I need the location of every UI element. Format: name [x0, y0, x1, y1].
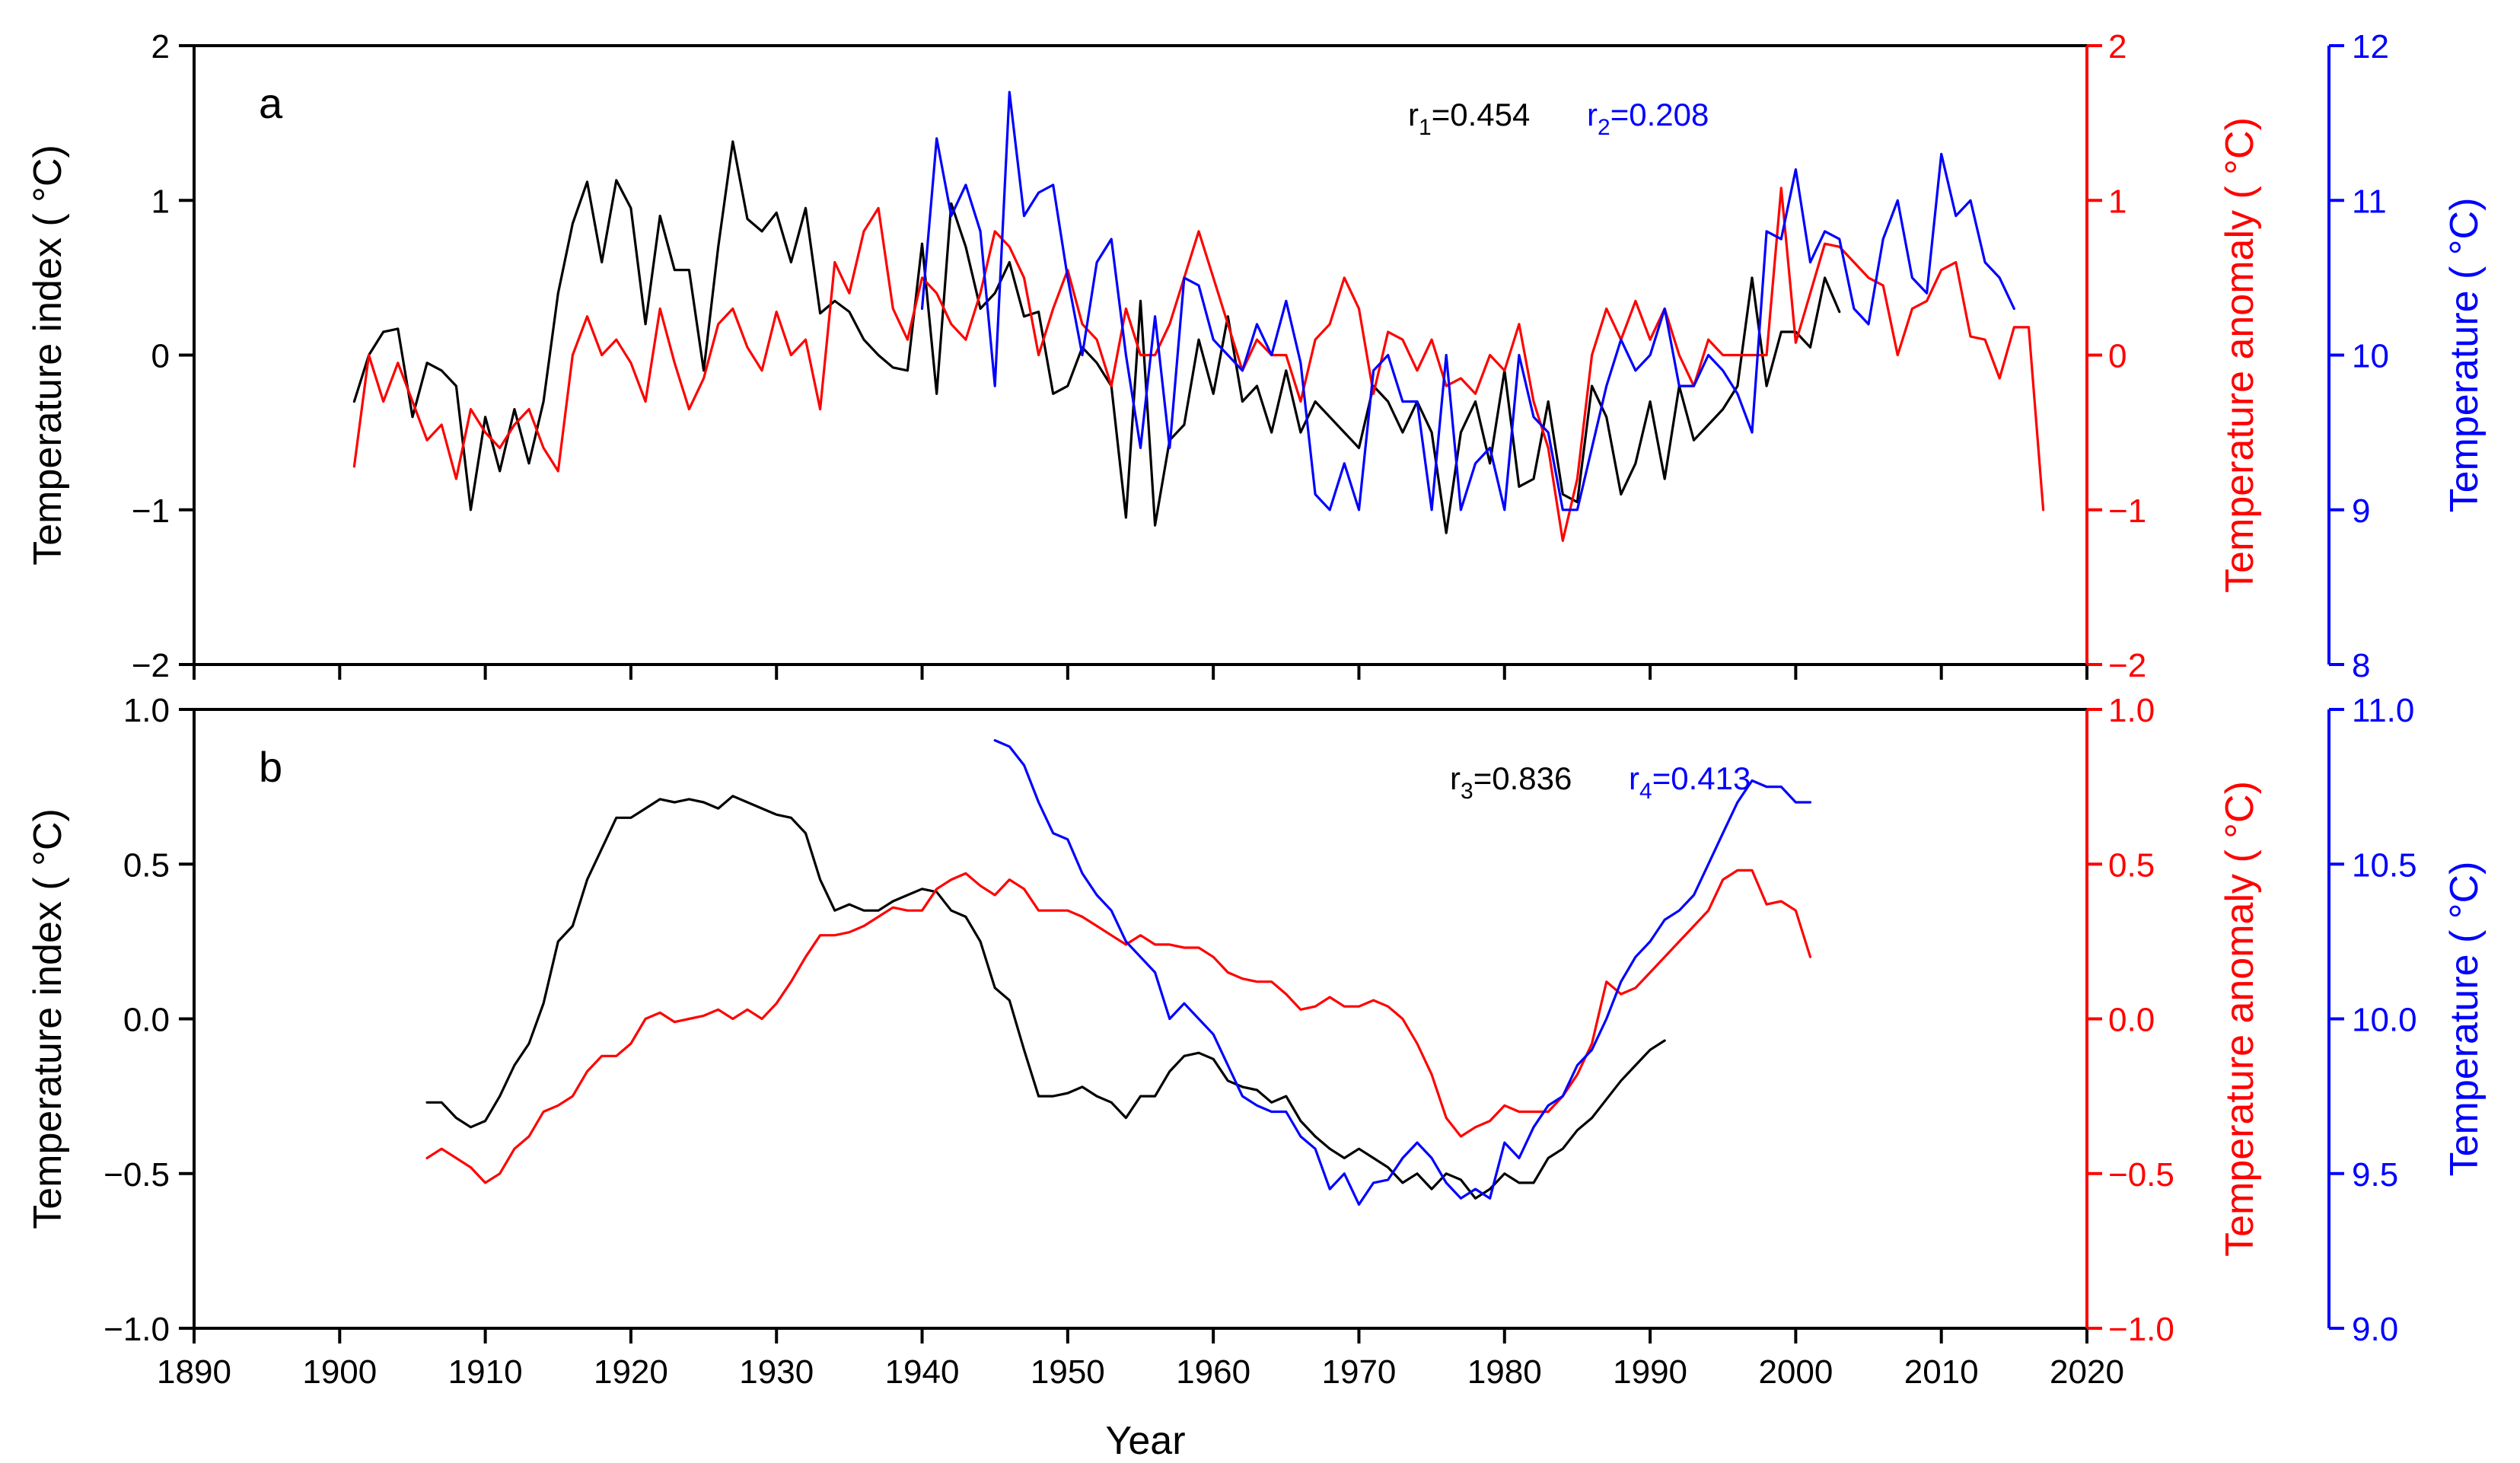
x-tick-label: 2020: [2050, 1353, 2124, 1391]
left-tick-label: 0.5: [123, 846, 170, 884]
x-tick-label: 1940: [885, 1353, 960, 1391]
left-tick-label: 1.0: [123, 692, 170, 729]
x-axis-title: Year: [1105, 1419, 1185, 1463]
correlation-value: =0.413: [1652, 760, 1751, 796]
right-1-tick-label: 0.5: [2108, 846, 2155, 884]
right-1-tick-label: −2: [2108, 647, 2146, 684]
correlation-subscript: 4: [1639, 779, 1652, 804]
correlation-value: =0.836: [1473, 760, 1572, 796]
series-line-temperature: [920, 91, 2015, 512]
series-line-temperature-anomaly-smoothed: [425, 869, 1812, 1184]
x-tick-label: 1990: [1613, 1353, 1687, 1391]
panel-label: a: [259, 79, 283, 127]
x-tick-label: 1960: [1176, 1353, 1250, 1391]
right-2-tick-label: 9.5: [2352, 1156, 2398, 1194]
correlation-label: r2=0.208: [1587, 97, 1709, 140]
left-tick-label: 0: [151, 338, 170, 375]
right-axis-2-title: Temperature ( °C): [2442, 198, 2487, 513]
right-1-tick-label: −0.5: [2108, 1156, 2174, 1194]
correlation-subscript: 1: [1419, 115, 1432, 140]
x-tick-label: 1900: [302, 1353, 377, 1391]
x-tick-label: 1930: [739, 1353, 814, 1391]
right-1-tick-label: 1.0: [2108, 692, 2155, 729]
x-tick-label: 1910: [448, 1353, 523, 1391]
left-tick-label: −1: [132, 492, 170, 530]
right-1-tick-label: −1.0: [2108, 1311, 2174, 1348]
series-line-temperature-index-smoothed: [425, 795, 1666, 1200]
correlation-label: r4=0.413: [1629, 760, 1751, 804]
left-tick-label: 0.0: [123, 1002, 170, 1039]
right-1-tick-label: −1: [2108, 492, 2146, 530]
right-2-tick-label: 12: [2352, 28, 2389, 65]
right-2-tick-label: 8: [2352, 647, 2370, 684]
series-line-temperature-index: [352, 140, 1841, 534]
panel-b: 1890 1900 1910 1920 1930 1940 1950 1960 1970 1980…: [26, 692, 2487, 1391]
left-axis-title: Temperature index ( °C): [26, 145, 70, 566]
correlation-value: =0.208: [1610, 97, 1709, 132]
left-axis-title: Temperature index ( °C): [26, 808, 70, 1229]
left-tick-label: −0.5: [104, 1156, 170, 1194]
x-tick-label: 2010: [1904, 1353, 1979, 1391]
panel-label: b: [259, 743, 282, 791]
correlation-value: =0.454: [1432, 97, 1531, 132]
correlation-subscript: 3: [1461, 779, 1473, 804]
correlation-label: r1=0.454: [1408, 97, 1530, 140]
right-2-tick-label: 9.0: [2352, 1311, 2398, 1348]
correlation-label: r3=0.836: [1450, 760, 1572, 804]
right-axis-1-title: Temperature anomaly ( °C): [2218, 117, 2262, 593]
right-2-tick-label: 10: [2352, 338, 2389, 375]
right-2-tick-label: 9: [2352, 492, 2370, 530]
left-tick-label: 2: [151, 28, 170, 65]
right-1-tick-label: 0.0: [2108, 1002, 2155, 1039]
right-1-tick-label: 2: [2108, 28, 2127, 65]
right-2-tick-label: 10.5: [2352, 846, 2417, 884]
right-axis-2-title: Temperature ( °C): [2442, 862, 2487, 1177]
correlation-symbol: r: [1450, 760, 1461, 796]
left-tick-label: −2: [132, 647, 170, 684]
x-tick-label: 1890: [157, 1353, 231, 1391]
correlation-symbol: r: [1587, 97, 1598, 132]
series-line-temperature-anomaly: [352, 186, 2045, 543]
right-axis-1-title: Temperature anomaly ( °C): [2218, 781, 2262, 1257]
right-2-tick-label: 11: [2352, 183, 2387, 220]
x-tick-label: 1970: [1322, 1353, 1397, 1391]
x-tick-label: 1920: [594, 1353, 668, 1391]
correlation-symbol: r: [1408, 97, 1419, 132]
x-tick-label: 2000: [1758, 1353, 1833, 1391]
series-line-temperature-smoothed: [993, 738, 1812, 1206]
correlation-subscript: 2: [1598, 115, 1610, 140]
right-1-tick-label: 0: [2108, 338, 2127, 375]
x-tick-label: 1980: [1467, 1353, 1542, 1391]
left-tick-label: 1: [151, 183, 170, 220]
right-2-tick-label: 10.0: [2352, 1002, 2417, 1039]
right-1-tick-label: 1: [2108, 183, 2127, 220]
right-2-tick-label: 11.0: [2352, 692, 2414, 729]
left-tick-label: −1.0: [104, 1311, 170, 1348]
correlation-symbol: r: [1629, 760, 1639, 796]
x-tick-label: 1950: [1031, 1353, 1105, 1391]
